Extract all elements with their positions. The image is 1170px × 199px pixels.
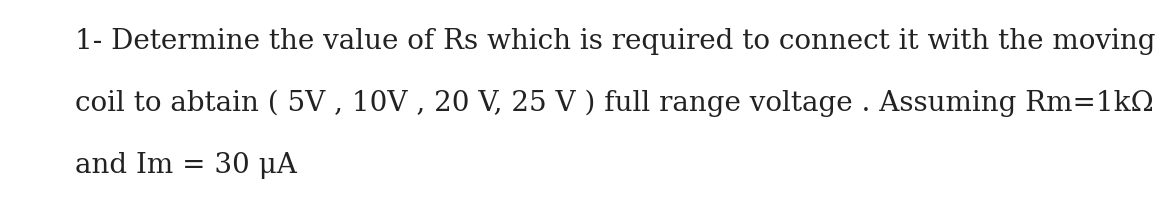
Text: coil to abtain ( 5V , 10V , 20 V, 25 V ) full range voltage . Assuming Rm=1kΩ: coil to abtain ( 5V , 10V , 20 V, 25 V )… [75,90,1154,117]
Text: and Im = 30 μA: and Im = 30 μA [75,152,297,179]
Text: 1- Determine the value of Rs which is required to connect it with the moving: 1- Determine the value of Rs which is re… [75,28,1156,55]
